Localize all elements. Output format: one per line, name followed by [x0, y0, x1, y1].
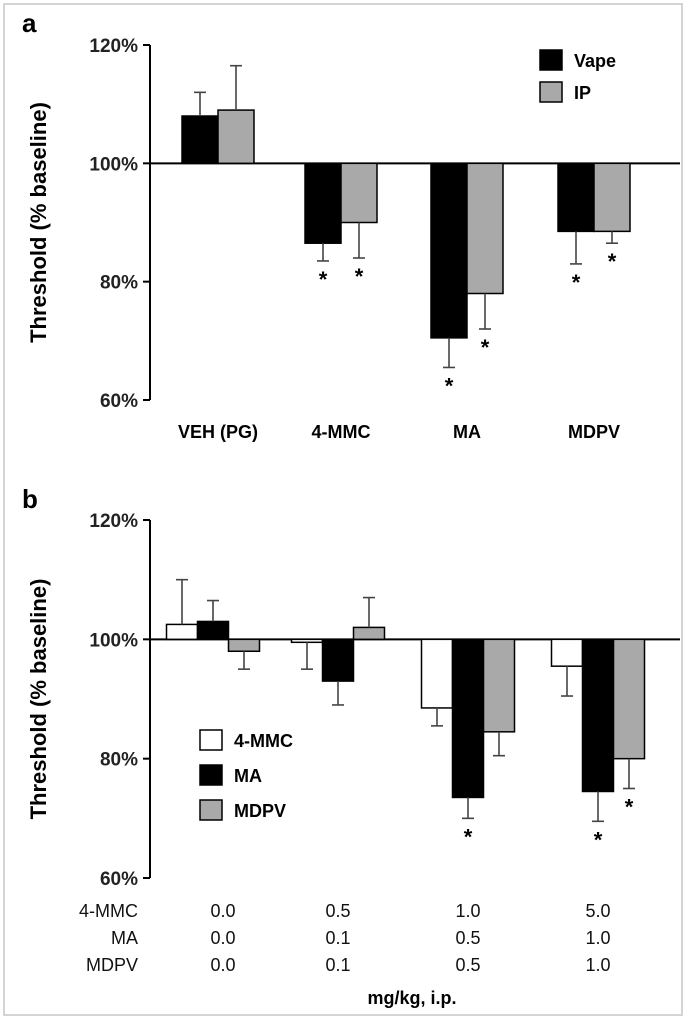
bar: [466, 162, 504, 295]
y-tick-label: 120%: [89, 511, 138, 532]
category-label: VEH (PG): [178, 422, 258, 442]
dose-value: 1.0: [455, 901, 480, 921]
bar: [581, 638, 615, 793]
dose-value: 1.0: [585, 955, 610, 975]
bar: [550, 638, 584, 667]
dose-value: 0.5: [325, 901, 350, 921]
significance-star: *: [445, 373, 454, 398]
dose-row-label: MDPV: [86, 955, 138, 975]
bar: [217, 109, 255, 165]
x-axis-label: mg/kg, i.p.: [367, 988, 456, 1008]
legend-label: 4-MMC: [234, 731, 293, 751]
significance-star: *: [572, 270, 581, 295]
bar: [451, 638, 485, 799]
y-tick-label: 120%: [89, 36, 138, 57]
legend-label: MA: [234, 766, 262, 786]
bar: [304, 162, 342, 244]
bar: [420, 638, 454, 709]
bar: [196, 620, 230, 641]
y-tick-label: 60%: [100, 391, 138, 412]
significance-star: *: [625, 795, 634, 820]
dose-value: 1.0: [585, 928, 610, 948]
y-tick-label: 60%: [100, 869, 138, 890]
bar: [557, 162, 595, 233]
panel-label: b: [22, 484, 38, 514]
bar: [165, 623, 199, 641]
y-axis-label: Threshold (% baseline): [26, 102, 51, 343]
panel-label: a: [22, 8, 37, 38]
legend-swatch: [539, 81, 563, 103]
significance-star: *: [319, 267, 328, 292]
dose-value: 0.5: [455, 928, 480, 948]
legend-swatch: [539, 49, 563, 71]
significance-star: *: [481, 335, 490, 360]
bar: [352, 626, 386, 641]
y-tick-label: 100%: [89, 630, 138, 651]
dose-value: 0.0: [210, 928, 235, 948]
category-label: MDPV: [568, 422, 620, 442]
bar: [593, 162, 631, 233]
bar: [227, 638, 261, 653]
dose-value: 5.0: [585, 901, 610, 921]
legend-swatch: [199, 799, 223, 821]
bar: [430, 162, 468, 339]
bar: [612, 638, 646, 760]
bar: [340, 162, 378, 224]
legend-swatch: [199, 764, 223, 786]
legend-label: IP: [574, 83, 591, 103]
significance-star: *: [594, 827, 603, 852]
legend-label: MDPV: [234, 801, 286, 821]
dose-value: 0.1: [325, 955, 350, 975]
dose-row-label: 4-MMC: [79, 901, 138, 921]
legend-swatch: [199, 729, 223, 751]
dose-value: 0.0: [210, 901, 235, 921]
y-tick-label: 80%: [100, 750, 138, 771]
bar: [321, 638, 355, 682]
bar: [290, 638, 324, 644]
y-tick-label: 100%: [89, 154, 138, 175]
category-label: MA: [453, 422, 481, 442]
bar: [482, 638, 516, 733]
figure-frame: [3, 3, 683, 1016]
significance-star: *: [464, 824, 473, 849]
dose-row-label: MA: [111, 928, 138, 948]
dose-value: 0.0: [210, 955, 235, 975]
bar: [181, 115, 219, 165]
y-axis-label: Threshold (% baseline): [26, 579, 51, 820]
significance-star: *: [608, 249, 617, 274]
category-label: 4-MMC: [312, 422, 371, 442]
dose-value: 0.1: [325, 928, 350, 948]
dose-value: 0.5: [455, 955, 480, 975]
legend-label: Vape: [574, 51, 616, 71]
y-tick-label: 80%: [100, 273, 138, 294]
significance-star: *: [355, 264, 364, 289]
